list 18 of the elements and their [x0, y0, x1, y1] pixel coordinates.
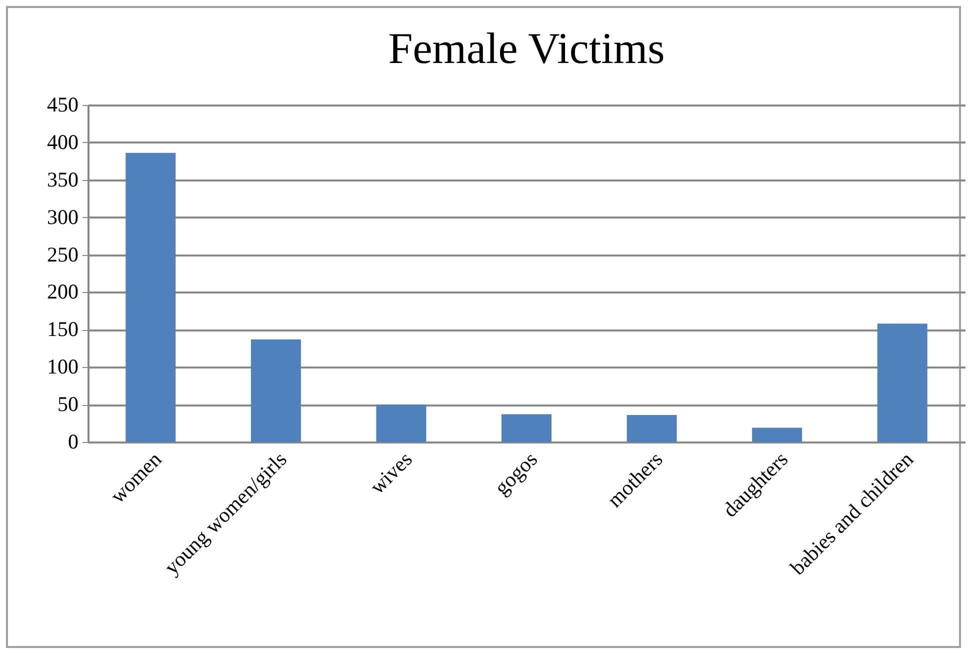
- y-tick-label: 350: [47, 167, 78, 192]
- y-tick-label: 300: [47, 204, 78, 229]
- y-tick-label: 100: [47, 354, 78, 379]
- y-tick-label: 400: [47, 130, 78, 154]
- y-tick-label: 250: [47, 242, 78, 266]
- bar: [126, 152, 176, 442]
- bar: [626, 415, 677, 442]
- bar: [877, 324, 928, 442]
- y-tick-label: 150: [47, 317, 78, 342]
- chart-title: Female Victims: [388, 24, 665, 73]
- y-tick-label: 50: [58, 392, 78, 416]
- y-tick-label: 0: [68, 430, 78, 454]
- bar: [752, 428, 802, 442]
- y-tick-label: 450: [47, 92, 78, 116]
- y-tick-label: 200: [47, 280, 78, 304]
- bar: [502, 414, 552, 442]
- bar: [250, 339, 301, 442]
- bar: [376, 404, 426, 442]
